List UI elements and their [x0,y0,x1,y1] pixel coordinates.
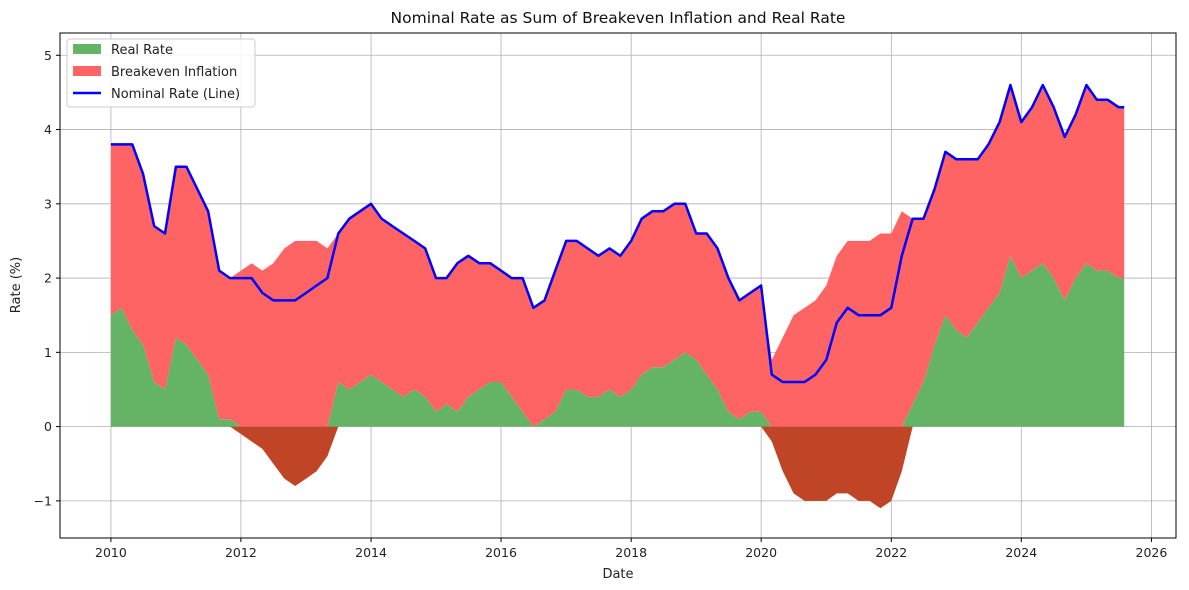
y-tick-label-1: 1 [44,345,52,360]
real-rate-area-negative [110,426,1125,509]
y-tick-label-3: 3 [44,196,52,211]
x-tick-label-2018: 2018 [615,545,647,560]
legend: Real Rate Breakeven Inflation Nominal Ra… [66,38,256,108]
y-axis-label: Rate (%) [9,257,24,313]
plot-frame [59,32,1177,539]
legend-label-nominal: Nominal Rate (Line) [111,87,240,102]
x-tick-label-2026: 2026 [1136,545,1168,560]
grid [60,33,1176,538]
x-tick-label-2016: 2016 [485,545,517,560]
x-tick-label-2012: 2012 [225,545,257,560]
legend-label-breakeven: Breakeven Inflation [111,65,237,80]
x-tick-label-2024: 2024 [1005,545,1037,560]
y-axis-ticks: −1 0 1 2 3 4 5 [34,48,60,508]
x-tick-label-2020: 2020 [745,545,777,560]
y-tick-label-4: 4 [44,122,52,137]
legend-swatch-real-rate [73,44,101,54]
x-tick-label-2022: 2022 [875,545,907,560]
y-tick-label-0: 0 [44,419,52,434]
nominal-rate-line [110,83,1125,384]
legend-swatch-breakeven [73,66,101,76]
y-tick-label-2: 2 [44,271,52,286]
legend-box [66,38,256,108]
x-tick-label-2010: 2010 [95,545,127,560]
chart-title: Nominal Rate as Sum of Breakeven Inflati… [391,9,846,27]
breakeven-inflation-area [110,85,1125,427]
y-tick-label--1: −1 [34,493,52,508]
legend-label-real-rate: Real Rate [111,43,173,58]
real-rate-area-positive [110,255,1125,427]
area-layers [110,85,1125,509]
nominal-line-layer [110,83,1125,384]
x-axis-label: Date [602,567,633,582]
x-axis-ticks: 2010 2012 2014 2016 2018 2020 2022 2024 2026 [95,538,1167,560]
y-tick-label-5: 5 [44,48,52,63]
x-tick-label-2014: 2014 [355,545,387,560]
